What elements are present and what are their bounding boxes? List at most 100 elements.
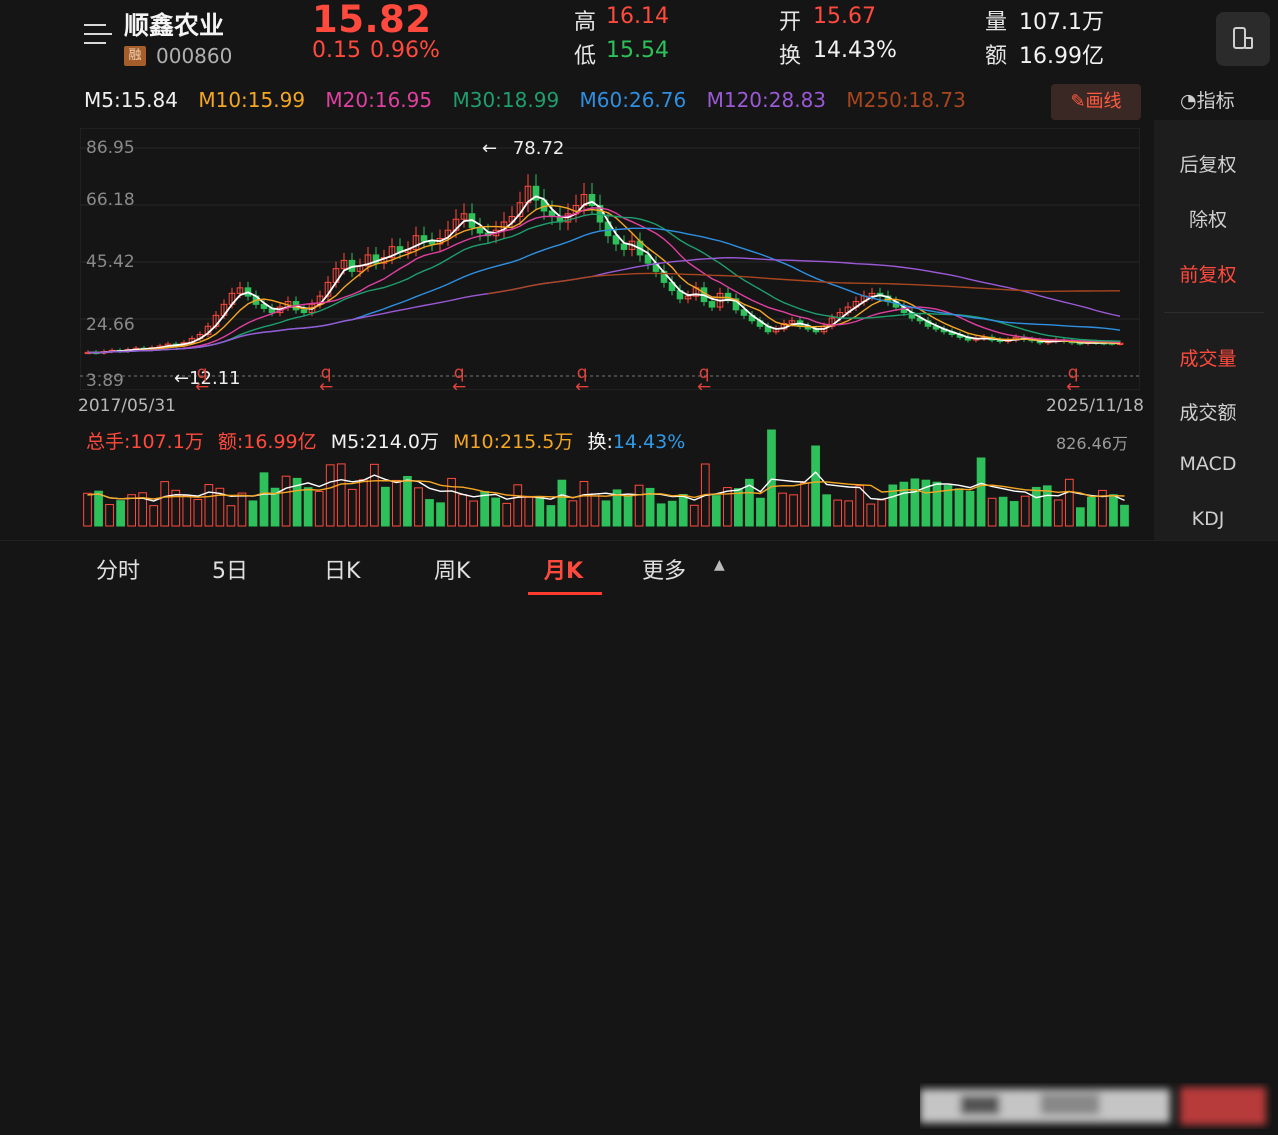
- tab-weekly[interactable]: 周K: [434, 559, 471, 584]
- current-price: 15.82: [312, 0, 432, 41]
- draw-line-button[interactable]: ✎画线: [1051, 84, 1141, 120]
- event-marker[interactable]: q ←: [1066, 363, 1081, 397]
- volume-bar: [270, 487, 280, 527]
- tab-more[interactable]: 更多: [642, 559, 687, 584]
- y-tick-0: 86.95: [86, 138, 135, 158]
- event-marker[interactable]: q ←: [575, 363, 590, 397]
- side-item-macd[interactable]: MACD: [1179, 453, 1237, 475]
- ma250-label: M250:18.73: [846, 88, 966, 112]
- volume-bar: [303, 487, 313, 527]
- volume-bar: [579, 480, 589, 527]
- volume-bar: [590, 493, 600, 527]
- volume-bar: [469, 500, 478, 527]
- volume-bar: [392, 479, 401, 527]
- volume-bar: [833, 499, 843, 527]
- volume-bar: [767, 429, 776, 527]
- candle-body: [588, 194, 596, 207]
- volume-bar: [987, 497, 997, 527]
- menu-icon[interactable]: [84, 24, 112, 48]
- ma-legend: M5:15.84 M10:15.99 M20:16.95 M30:18.99 M…: [84, 88, 980, 112]
- volume-bar: [381, 486, 390, 527]
- volume-bar: [314, 490, 324, 527]
- volume-bar: [1009, 501, 1019, 527]
- volume-bar: [568, 500, 578, 527]
- tab-monthly[interactable]: 月K: [544, 559, 584, 584]
- volume-bar: [325, 464, 335, 527]
- volume-bar: [822, 494, 831, 527]
- volume-bar: [1031, 486, 1041, 527]
- volume-bar: [292, 477, 302, 527]
- indicator-title[interactable]: ◔指标: [1180, 90, 1235, 112]
- volume-bar: [888, 484, 898, 527]
- candle-body: [740, 309, 748, 316]
- amount-label: 额: [985, 44, 1008, 69]
- volume-bar: [932, 481, 942, 527]
- volume-bar: [546, 505, 556, 527]
- volume-bar: [336, 463, 346, 527]
- side-item-amount[interactable]: 成交额: [1179, 402, 1237, 424]
- stock-header: 顺鑫农业 融 000860 15.82 0.15 0.96% 高 16.14 低…: [0, 0, 1278, 76]
- side-item-volume[interactable]: 成交量: [1179, 348, 1237, 370]
- volume-bar: [160, 481, 170, 527]
- volume-bar: [855, 485, 865, 527]
- candle-body: [724, 292, 732, 300]
- volume-bar: [678, 493, 688, 527]
- event-marker[interactable]: q ←: [452, 363, 467, 397]
- vol-max-label: 826.46万: [1056, 434, 1128, 453]
- arrow-left-icon: ←: [174, 368, 190, 389]
- period-tabs: 分时 5日 日K 周K 月K 更多 ▲: [0, 540, 1278, 1125]
- volume-bar: [502, 502, 512, 527]
- side-item-forward-adjust[interactable]: 前复权: [1179, 264, 1237, 286]
- side-item-ex-rights[interactable]: 除权: [1188, 209, 1227, 231]
- volume-bar: [800, 482, 809, 527]
- open-value: 15.67: [813, 4, 876, 29]
- amount-value: 16.99亿: [1019, 44, 1104, 69]
- margin-badge: 融: [124, 46, 146, 66]
- tab-five-day[interactable]: 5日: [212, 559, 248, 584]
- volume-bar: [921, 479, 931, 527]
- volume-bar: [436, 502, 445, 527]
- ma30-label: M30:18.99: [452, 88, 560, 112]
- volume-bar: [656, 503, 666, 527]
- volume-bars: [83, 429, 1129, 527]
- tab-intraday[interactable]: 分时: [96, 559, 141, 584]
- candle-body: [644, 254, 652, 264]
- side-item-kdj[interactable]: KDJ: [1191, 508, 1225, 530]
- volume-bar: [722, 487, 732, 527]
- volume-bar: [248, 500, 258, 527]
- volume-bar: [756, 497, 765, 527]
- volume-bar: [789, 494, 798, 527]
- volume-bar: [1075, 507, 1085, 527]
- turnover-label: 换: [779, 44, 802, 69]
- volume-bar: [954, 488, 964, 527]
- event-marker[interactable]: q ←: [697, 363, 712, 397]
- candles: [84, 174, 1124, 355]
- high-value: 16.14: [606, 4, 669, 29]
- divider: [1164, 312, 1264, 313]
- max-annotation: ← 78.72: [482, 138, 565, 159]
- volume-bar: [535, 496, 545, 527]
- event-marker[interactable]: q ←: [195, 363, 210, 397]
- y-tick-4: 3.89: [86, 371, 124, 391]
- volume-bar: [634, 484, 644, 527]
- event-marker[interactable]: q ←: [319, 363, 334, 397]
- y-tick-1: 66.18: [86, 190, 135, 210]
- kline-chart[interactable]: [80, 128, 1140, 390]
- volume-bar: [138, 492, 148, 527]
- volume-bar: [1064, 478, 1074, 527]
- candle-body: [300, 309, 308, 314]
- side-item-back-adjust[interactable]: 后复权: [1179, 154, 1237, 176]
- volume-bar: [281, 475, 291, 527]
- caret-up-icon[interactable]: ▲: [714, 557, 725, 573]
- ma20-label: M20:16.95: [325, 88, 433, 112]
- volume-chart[interactable]: [80, 428, 1140, 528]
- device-switch-button[interactable]: [1216, 12, 1270, 66]
- tab-daily[interactable]: 日K: [324, 559, 361, 584]
- vol-amount: 额:16.99亿: [217, 431, 317, 453]
- volume-bar: [778, 492, 787, 527]
- volume-bar: [94, 490, 103, 527]
- volume-bar: [612, 489, 622, 527]
- volume-bar: [414, 487, 423, 527]
- volume-bar: [369, 463, 379, 527]
- volume-bar: [83, 492, 92, 527]
